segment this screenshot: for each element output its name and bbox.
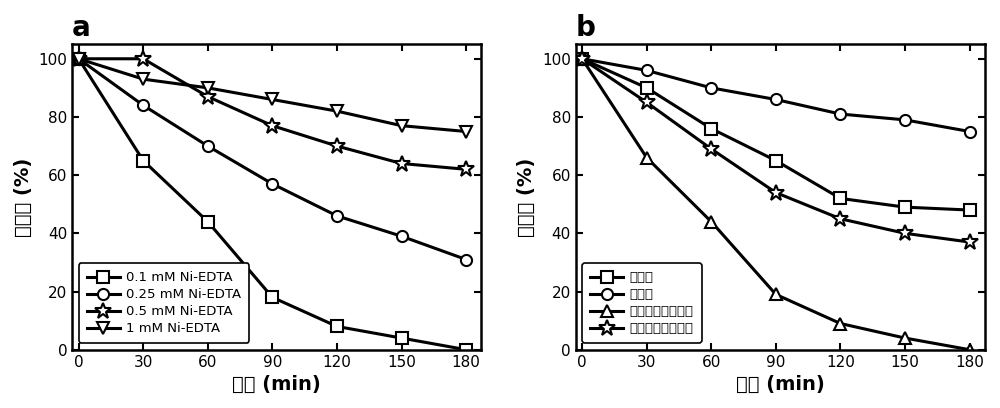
光电催化（白色）: [770, 190, 782, 195]
0.5 mM Ni-EDTA: [331, 144, 343, 149]
光电催化（白色）: [834, 216, 846, 221]
Line: 0.5 mM Ni-EDTA: 0.5 mM Ni-EDTA: [70, 51, 474, 177]
0.5 mM Ni-EDTA: [73, 56, 85, 61]
Text: b: b: [576, 14, 596, 42]
光电催化（红色）: [641, 155, 653, 160]
光电催化（白色）: [576, 56, 588, 61]
X-axis label: 时间 (min): 时间 (min): [736, 375, 825, 394]
电催化: [770, 97, 782, 102]
光电催化（红色）: [834, 321, 846, 326]
Y-axis label: 残留率 (%): 残留率 (%): [517, 157, 536, 237]
光催化: [899, 205, 911, 210]
光催化: [705, 126, 717, 131]
0.1 mM Ni-EDTA: [202, 219, 214, 224]
光催化: [641, 85, 653, 90]
0.25 mM Ni-EDTA: [396, 234, 408, 239]
Line: 电催化: 电催化: [577, 53, 975, 137]
光电催化（白色）: [641, 100, 653, 105]
光催化: [770, 158, 782, 163]
1 mM Ni-EDTA: [73, 56, 85, 61]
Line: 0.1 mM Ni-EDTA: 0.1 mM Ni-EDTA: [73, 53, 472, 355]
电催化: [899, 118, 911, 122]
光电催化（白色）: [964, 239, 976, 244]
Legend: 0.1 mM Ni-EDTA, 0.25 mM Ni-EDTA, 0.5 mM Ni-EDTA, 1 mM Ni-EDTA: 0.1 mM Ni-EDTA, 0.25 mM Ni-EDTA, 0.5 mM …: [79, 264, 249, 343]
Line: 光催化: 光催化: [577, 53, 975, 215]
0.1 mM Ni-EDTA: [266, 295, 278, 300]
电催化: [705, 85, 717, 90]
Line: 1 mM Ni-EDTA: 1 mM Ni-EDTA: [72, 53, 472, 138]
0.25 mM Ni-EDTA: [73, 56, 85, 61]
光催化: [576, 56, 588, 61]
光电催化（红色）: [770, 292, 782, 297]
0.5 mM Ni-EDTA: [396, 161, 408, 166]
1 mM Ni-EDTA: [266, 97, 278, 102]
0.25 mM Ni-EDTA: [460, 257, 472, 262]
Text: a: a: [72, 14, 91, 42]
0.1 mM Ni-EDTA: [396, 336, 408, 341]
0.5 mM Ni-EDTA: [460, 167, 472, 172]
0.25 mM Ni-EDTA: [202, 144, 214, 149]
X-axis label: 时间 (min): 时间 (min): [232, 375, 321, 394]
Line: 0.25 mM Ni-EDTA: 0.25 mM Ni-EDTA: [73, 53, 472, 265]
光电催化（白色）: [899, 231, 911, 236]
光电催化（红色）: [964, 347, 976, 352]
电催化: [834, 112, 846, 117]
光电催化（白色）: [705, 146, 717, 151]
1 mM Ni-EDTA: [137, 77, 149, 82]
1 mM Ni-EDTA: [460, 129, 472, 134]
光电催化（红色）: [705, 219, 717, 224]
1 mM Ni-EDTA: [331, 109, 343, 113]
0.25 mM Ni-EDTA: [137, 103, 149, 108]
1 mM Ni-EDTA: [396, 123, 408, 128]
0.25 mM Ni-EDTA: [331, 213, 343, 218]
Y-axis label: 残留率 (%): 残留率 (%): [14, 157, 33, 237]
0.1 mM Ni-EDTA: [331, 324, 343, 329]
0.1 mM Ni-EDTA: [73, 56, 85, 61]
0.5 mM Ni-EDTA: [266, 123, 278, 128]
Line: 光电催化（红色）: 光电催化（红色）: [576, 53, 976, 356]
0.25 mM Ni-EDTA: [266, 182, 278, 186]
0.5 mM Ni-EDTA: [137, 56, 149, 61]
电催化: [641, 68, 653, 73]
Line: 光电催化（白色）: 光电催化（白色）: [574, 51, 978, 251]
电催化: [964, 129, 976, 134]
电催化: [576, 56, 588, 61]
0.1 mM Ni-EDTA: [137, 158, 149, 163]
0.1 mM Ni-EDTA: [460, 347, 472, 352]
光催化: [834, 196, 846, 201]
Legend: 光催化, 电催化, 光电催化（红色）, 光电催化（白色）: 光催化, 电催化, 光电催化（红色）, 光电催化（白色）: [582, 264, 702, 343]
光催化: [964, 208, 976, 213]
1 mM Ni-EDTA: [202, 85, 214, 90]
光电催化（红色）: [576, 56, 588, 61]
0.5 mM Ni-EDTA: [202, 94, 214, 99]
光电催化（红色）: [899, 336, 911, 341]
